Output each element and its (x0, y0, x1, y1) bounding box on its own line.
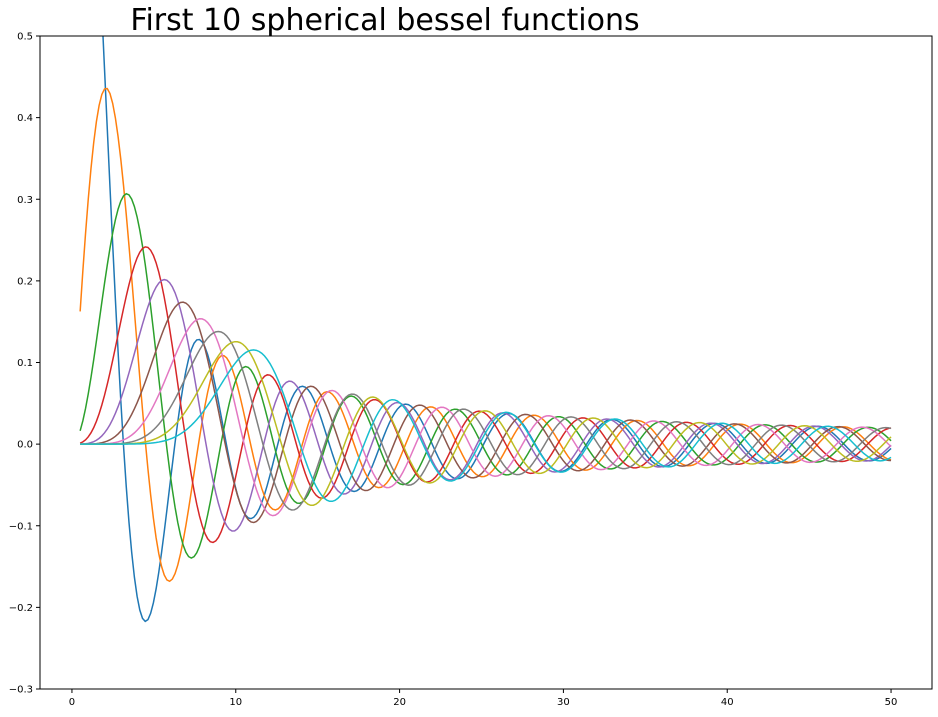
series-layer (79, 36, 892, 623)
y-tick-label: 0.2 (17, 276, 33, 287)
x-tick-label: 30 (557, 697, 570, 708)
x-tick-label: 20 (393, 697, 406, 708)
series-line-j0 (102, 36, 892, 623)
y-tick-label: 0.3 (17, 195, 33, 206)
series-line-j4 (80, 278, 892, 532)
y-tick-label: 0.4 (17, 113, 33, 124)
y-tick-label: 0.1 (17, 358, 33, 369)
tick-layer: 0 10 20 30 40 50 −0.3 −0.2 −0.1 0.0 0.1 0.2 0.3 0.4 0.… (9, 32, 898, 709)
x-tick-label: 50 (885, 697, 898, 708)
x-tick-label: 40 (721, 697, 734, 708)
series-line-j2 (79, 192, 892, 559)
x-tick-label: 0 (69, 697, 75, 708)
chart-title: First 10 spherical bessel functions (130, 3, 639, 38)
y-tick-label: 0.0 (17, 440, 33, 451)
x-tick-label: 10 (229, 697, 242, 708)
series-line-j3 (79, 246, 892, 544)
series-line-j9 (80, 349, 892, 503)
series-line-j8 (80, 340, 892, 507)
y-tick-label: −0.3 (9, 685, 33, 696)
y-tick-label: 0.5 (17, 32, 33, 43)
axes-frame (39, 35, 933, 690)
y-tick-label: −0.1 (9, 521, 33, 532)
axes-layer (39, 35, 933, 690)
y-tick-label: −0.2 (9, 603, 33, 614)
series-line-j1 (79, 87, 892, 583)
series-line-j6 (80, 318, 892, 517)
